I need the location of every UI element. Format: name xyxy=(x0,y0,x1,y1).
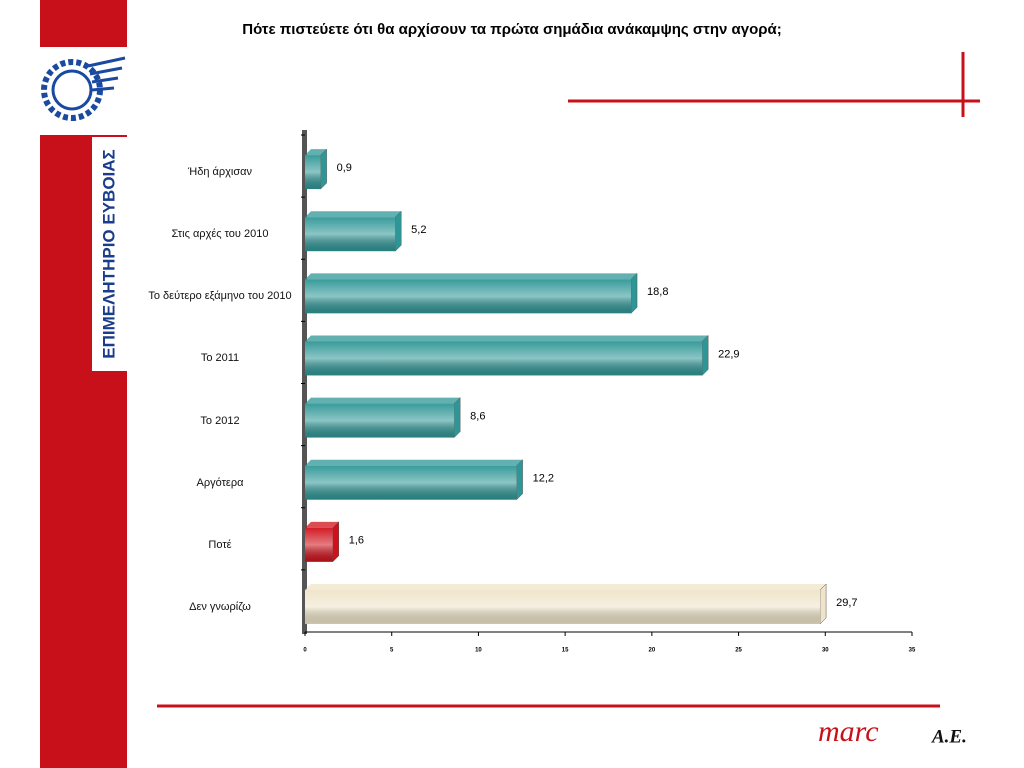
bar-side xyxy=(320,148,327,190)
bar-shine xyxy=(305,217,396,252)
value-label: 29,7 xyxy=(836,597,857,609)
bar-side xyxy=(453,396,461,439)
bar-top xyxy=(305,397,461,404)
x-tick-label: 15 xyxy=(562,648,569,654)
brand-name: marc xyxy=(818,715,879,748)
bar-side xyxy=(516,459,523,501)
x-tick-label: 0 xyxy=(303,648,307,654)
y-tick-label: Το δεύτερο εξάμηνο του 2010 xyxy=(148,290,292,303)
bar-side xyxy=(819,583,827,625)
x-tick-label: 10 xyxy=(475,648,482,654)
bar-top xyxy=(305,335,709,342)
bar-side xyxy=(701,334,709,377)
bar-side xyxy=(332,521,339,563)
x-tick-label: 20 xyxy=(649,648,656,654)
bar-top xyxy=(305,149,327,156)
bar-side xyxy=(394,210,402,252)
x-tick-label: 5 xyxy=(390,648,394,654)
bar-side xyxy=(630,272,638,314)
bar-shine xyxy=(305,341,703,376)
bar-top xyxy=(305,583,827,590)
value-label: 12,2 xyxy=(533,473,554,485)
brand-suffix: A.E. xyxy=(931,726,967,747)
bar-top xyxy=(305,459,523,466)
y-tick-label: Στις αρχές του 2010 xyxy=(171,228,269,241)
bar-shine xyxy=(305,155,321,190)
bar-shine xyxy=(305,403,455,438)
chart-title: Πότε πιστεύετε ότι θα αρχίσουν τα πρώτα … xyxy=(242,21,782,38)
value-label: 18,8 xyxy=(647,286,668,298)
y-tick-label: Ήδη άρχισαν xyxy=(188,166,252,179)
axis-wall xyxy=(302,130,307,634)
side-label: ΕΠΙΜΕΛΗΤΗΡΙΟ ΕΥΒΟΙΑΣ xyxy=(99,149,118,359)
bar-top xyxy=(305,273,638,280)
bar-shine xyxy=(305,279,632,314)
logo xyxy=(41,56,126,121)
side-label-box xyxy=(92,137,127,371)
y-tick-label: Δεν γνωρίζω xyxy=(189,600,251,613)
side-bar-top xyxy=(40,0,127,47)
bar-shine xyxy=(305,589,821,624)
value-label: 22,9 xyxy=(718,348,739,360)
bar-shine xyxy=(305,527,333,562)
value-label: 8,6 xyxy=(470,410,485,422)
value-label: 0,9 xyxy=(337,162,352,174)
bar-top xyxy=(305,521,339,528)
x-tick-label: 30 xyxy=(822,648,829,654)
y-tick-label: Ποτέ xyxy=(208,538,232,551)
value-label: 5,2 xyxy=(411,224,426,236)
x-tick-label: 25 xyxy=(735,648,742,654)
y-tick-label: Το 2012 xyxy=(200,414,240,427)
bar-top xyxy=(305,211,402,218)
bar-shine xyxy=(305,465,517,500)
y-tick-label: Αργότερα xyxy=(196,476,244,489)
x-tick-label: 35 xyxy=(909,648,916,654)
y-tick-label: Το 2011 xyxy=(200,352,240,365)
value-label: 1,6 xyxy=(349,535,364,547)
